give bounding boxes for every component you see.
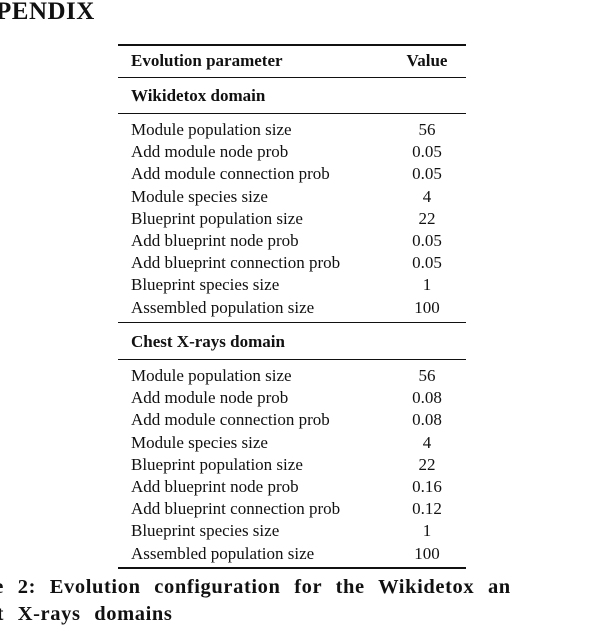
parameter-cell: Blueprint population size	[131, 208, 303, 228]
value-cell: 0.16	[412, 477, 442, 496]
table-row: Add blueprint node prob 0.05	[131, 230, 466, 252]
value-cell: 100	[414, 297, 440, 317]
value-cell: 1	[422, 521, 432, 541]
group-title-text: Wikidetox domain	[131, 86, 266, 105]
value-cell: 4	[422, 432, 432, 452]
table-row: Add module connection prob 0.08	[131, 409, 466, 431]
value-cell: 0.05	[412, 142, 442, 162]
value-cell: 0.05	[412, 231, 442, 250]
value-cell: 4	[422, 186, 432, 206]
value-cell: 100	[414, 543, 440, 563]
table-row: Module species size 4	[131, 186, 466, 208]
parameter-cell: Assembled population size	[131, 297, 315, 317]
parameter-cell: Module population size	[131, 120, 292, 139]
value-cell: 0.05	[412, 164, 442, 184]
table-row: Add module connection prob 0.05	[131, 163, 466, 185]
header-parameter: Evolution parameter	[131, 51, 283, 70]
group-title: Wikidetox domain	[131, 85, 466, 107]
table-row: Blueprint population size 22	[131, 454, 466, 476]
parameter-cell: Blueprint species size	[131, 275, 280, 295]
table-caption-line-2: st X-rays domains	[0, 603, 173, 625]
table-row: Add module node prob 0.08	[131, 387, 466, 409]
table-caption-line-1: le 2: Evolution configuration for the Wi…	[0, 576, 511, 598]
table-row: Add module node prob 0.05	[131, 141, 466, 163]
section-heading: PENDIX	[0, 0, 95, 25]
table-header: Evolution parameter Value	[131, 50, 466, 72]
value-cell: 0.12	[412, 499, 442, 519]
table-row: Blueprint species size 1	[131, 520, 466, 542]
top-rule	[118, 44, 466, 46]
parameter-cell: Module population size	[131, 366, 292, 385]
group-title: Chest X-rays domain	[131, 331, 466, 353]
table-row: Add blueprint connection prob 0.12	[131, 498, 466, 520]
table-row: Module species size 4	[131, 432, 466, 454]
parameter-cell: Add blueprint node prob	[131, 477, 299, 496]
mid-rule	[118, 322, 466, 323]
parameter-cell: Module species size	[131, 432, 268, 452]
group-rule	[118, 113, 466, 114]
value-cell: 22	[418, 208, 436, 228]
value-cell: 0.08	[412, 410, 442, 430]
parameter-cell: Blueprint population size	[131, 454, 303, 474]
table-row: Module population size 56	[131, 119, 466, 141]
parameter-cell: Add module connection prob	[131, 410, 330, 430]
parameter-cell: Assembled population size	[131, 543, 315, 563]
table-row: Blueprint population size 22	[131, 208, 466, 230]
parameter-cell: Blueprint species size	[131, 521, 280, 541]
value-cell: 22	[418, 454, 436, 474]
parameter-cell: Add module node prob	[131, 142, 289, 162]
parameter-cell: Add blueprint node prob	[131, 231, 299, 250]
value-cell: 1	[422, 275, 432, 295]
table-row: Assembled population size 100	[131, 543, 466, 565]
value-cell: 56	[418, 120, 436, 139]
parameter-cell: Add module node prob	[131, 388, 289, 408]
header-rule	[118, 77, 466, 78]
parameter-cell: Module species size	[131, 186, 268, 206]
table-row: Assembled population size 100	[131, 297, 466, 319]
parameter-cell: Add blueprint connection prob	[131, 253, 341, 273]
table-row: Module population size 56	[131, 365, 466, 387]
parameter-cell: Add blueprint connection prob	[131, 499, 341, 519]
bottom-rule	[118, 567, 466, 569]
group-rule	[118, 359, 466, 360]
table-row: Add blueprint node prob 0.16	[131, 476, 466, 498]
table-row: Blueprint species size 1	[131, 274, 466, 296]
table-row: Add blueprint connection prob 0.05	[131, 252, 466, 274]
value-cell: 0.08	[412, 388, 442, 408]
group-title-text: Chest X-rays domain	[131, 332, 285, 351]
value-cell: 56	[418, 366, 436, 385]
parameter-cell: Add module connection prob	[131, 164, 330, 184]
header-value: Value	[406, 51, 448, 70]
value-cell: 0.05	[412, 253, 442, 273]
